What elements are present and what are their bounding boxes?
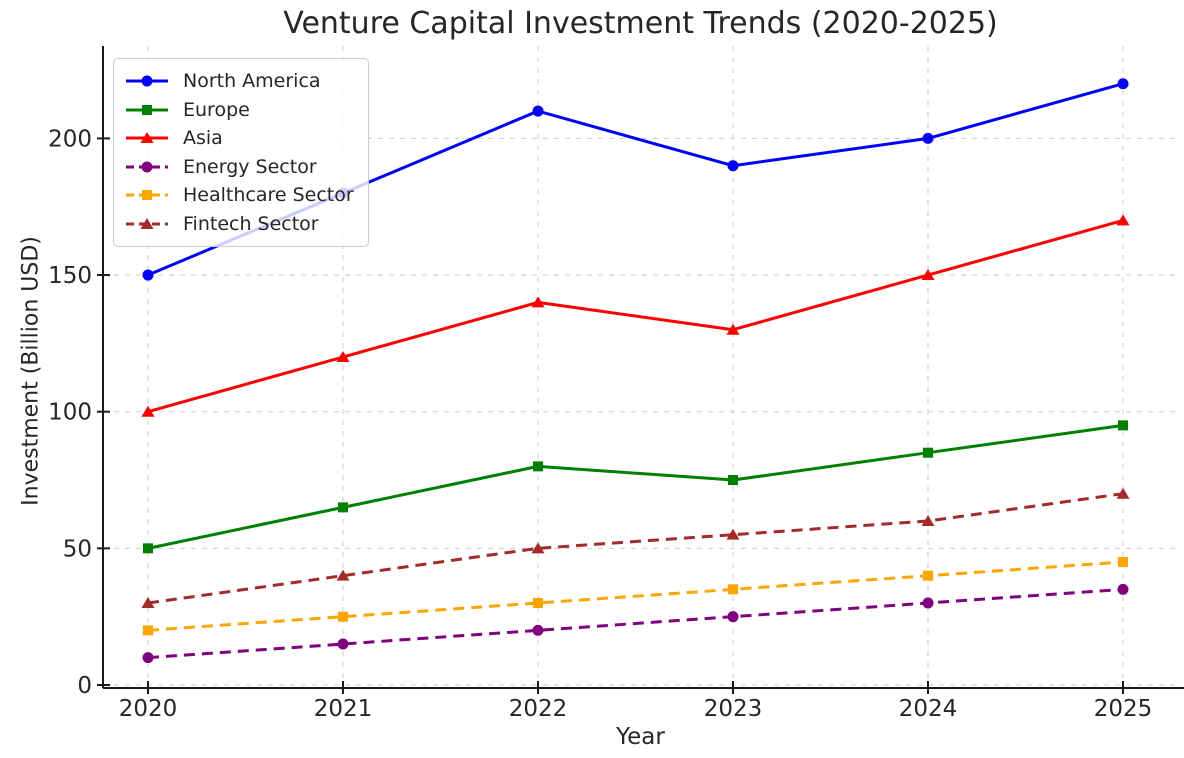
- data-point-marker: [532, 105, 544, 117]
- x-tick-label: 2025: [1094, 696, 1153, 722]
- x-axis-label: Year: [616, 724, 665, 750]
- data-point-marker: [143, 625, 153, 636]
- data-point-marker: [142, 269, 154, 281]
- circle-marker-icon: [141, 161, 153, 173]
- legend-item: Energy Sector: [124, 153, 354, 182]
- data-point-marker: [727, 160, 739, 172]
- y-tick-label: 100: [48, 400, 92, 426]
- x-tick-label: 2022: [509, 696, 568, 722]
- triangle-marker-icon: [140, 132, 154, 144]
- dashed-line-swatch-icon: [126, 217, 168, 229]
- y-tick-label: 50: [63, 536, 92, 562]
- y-tick-label: 200: [48, 126, 92, 152]
- data-point-marker: [336, 351, 350, 363]
- legend-item: Fintech Sector: [124, 210, 354, 239]
- series-line: [147, 492, 1124, 605]
- data-point-marker: [726, 323, 740, 335]
- data-point-marker: [923, 447, 933, 458]
- data-point-marker: [141, 405, 155, 417]
- square-marker-icon: [142, 104, 152, 115]
- series-line: [147, 218, 1124, 414]
- data-point-marker: [1116, 487, 1130, 499]
- data-point-marker: [1117, 583, 1129, 595]
- solid-line-swatch-icon: [126, 75, 168, 87]
- legend-item: Europe: [124, 96, 354, 125]
- series-line: [147, 560, 1124, 632]
- legend-label: North America: [183, 70, 321, 93]
- data-point-marker: [922, 597, 934, 609]
- data-point-marker: [923, 570, 933, 581]
- square-marker-icon: [142, 190, 152, 201]
- legend-item: Asia: [124, 124, 354, 153]
- data-point-marker: [337, 638, 349, 650]
- data-point-marker: [533, 598, 543, 609]
- legend-label: Healthcare Sector: [183, 184, 354, 207]
- data-point-marker: [531, 296, 545, 308]
- data-point-marker: [728, 584, 738, 595]
- dashed-line-swatch-icon: [126, 190, 168, 201]
- series-line: [147, 423, 1124, 550]
- data-point-marker: [726, 528, 740, 540]
- data-point-marker: [1116, 214, 1130, 226]
- x-tick-label: 2024: [899, 696, 958, 722]
- data-point-marker: [142, 652, 154, 664]
- chart-title: Venture Capital Investment Trends (2020-…: [283, 6, 998, 41]
- legend-label: Europe: [183, 98, 250, 121]
- data-point-marker: [338, 611, 348, 622]
- solid-line-swatch-icon: [126, 104, 168, 115]
- circle-marker-icon: [141, 75, 153, 87]
- y-tick-label: 150: [48, 263, 92, 289]
- triangle-marker-icon: [140, 217, 154, 229]
- data-point-marker: [531, 542, 545, 554]
- solid-line-swatch-icon: [126, 132, 168, 144]
- x-tick-label: 2021: [314, 696, 373, 722]
- y-tick-label: 0: [77, 673, 92, 699]
- data-point-marker: [921, 269, 935, 281]
- data-point-marker: [921, 515, 935, 527]
- data-point-marker: [532, 624, 544, 636]
- data-point-marker: [338, 502, 348, 513]
- legend-item: North America: [124, 67, 354, 96]
- series-line: [147, 587, 1124, 660]
- data-point-marker: [141, 597, 155, 609]
- data-point-marker: [336, 569, 350, 581]
- data-point-marker: [1118, 420, 1128, 431]
- data-point-marker: [1117, 78, 1129, 90]
- data-point-marker: [533, 461, 543, 472]
- data-point-marker: [143, 543, 153, 554]
- data-point-marker: [728, 475, 738, 486]
- x-tick-label: 2020: [119, 696, 178, 722]
- dashed-line-swatch-icon: [126, 161, 168, 173]
- legend-label: Asia: [183, 127, 223, 150]
- data-point-marker: [1118, 557, 1128, 568]
- legend-label: Energy Sector: [183, 155, 317, 178]
- legend-item: Healthcare Sector: [124, 181, 354, 210]
- x-tick-label: 2023: [704, 696, 763, 722]
- legend-label: Fintech Sector: [183, 212, 319, 235]
- data-point-marker: [727, 611, 739, 623]
- legend: North America Europe Asia Energy Sector Heal…: [113, 58, 369, 247]
- data-point-marker: [922, 132, 934, 144]
